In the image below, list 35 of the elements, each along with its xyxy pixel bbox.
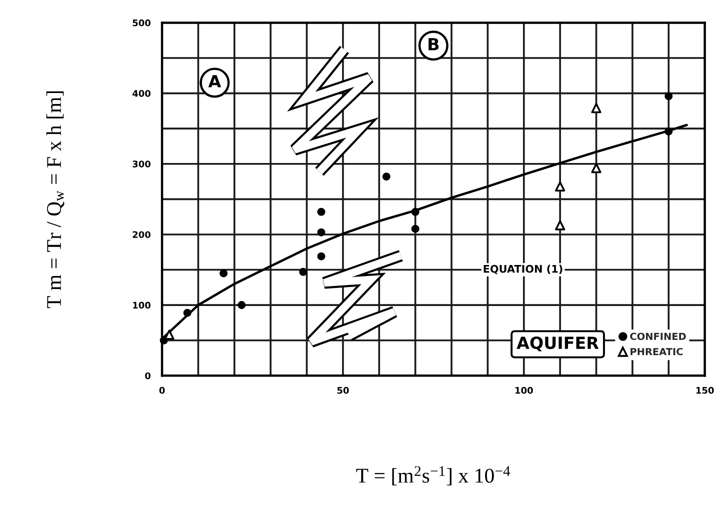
x-axis-title: T = [m$^{2}$s$^{−1}$] x 10$^{−4}$ [356,466,510,486]
y-tick-label: 500 [132,19,150,26]
y-tick-label: 300 [132,160,150,168]
y-tick-label: 400 [132,90,150,97]
point [664,127,673,136]
x-tick-label: 50 [337,386,349,394]
point [299,268,308,276]
annotation: B [428,38,439,50]
legend-title: AQUIFER [516,336,599,352]
point [591,163,602,174]
point [664,92,673,100]
point [555,220,566,230]
point [317,252,326,260]
x-tick-label: 150 [696,386,714,394]
y-tick-label: 0 [145,372,150,380]
legend-label: PHREATIC [630,348,683,356]
y-tick-label: 100 [133,302,150,309]
point [591,103,602,114]
x-tick-label: 0 [159,386,165,394]
point [382,172,390,181]
point [164,330,174,340]
annotation: A [208,75,222,88]
annotation: EQUATION (1) [484,264,562,274]
point [183,308,192,317]
point [317,228,326,236]
point [411,224,420,233]
point [220,269,228,278]
y-axis-title: T m = Tr / Q$_{w}$ = F x h [m] [46,91,64,308]
point [238,301,246,310]
point [411,208,420,216]
x-tick-label: 100 [515,386,533,394]
point [317,208,326,216]
y-tick-label: 200 [132,231,150,238]
legend-label: CONFINED [630,332,686,340]
point [555,181,566,192]
